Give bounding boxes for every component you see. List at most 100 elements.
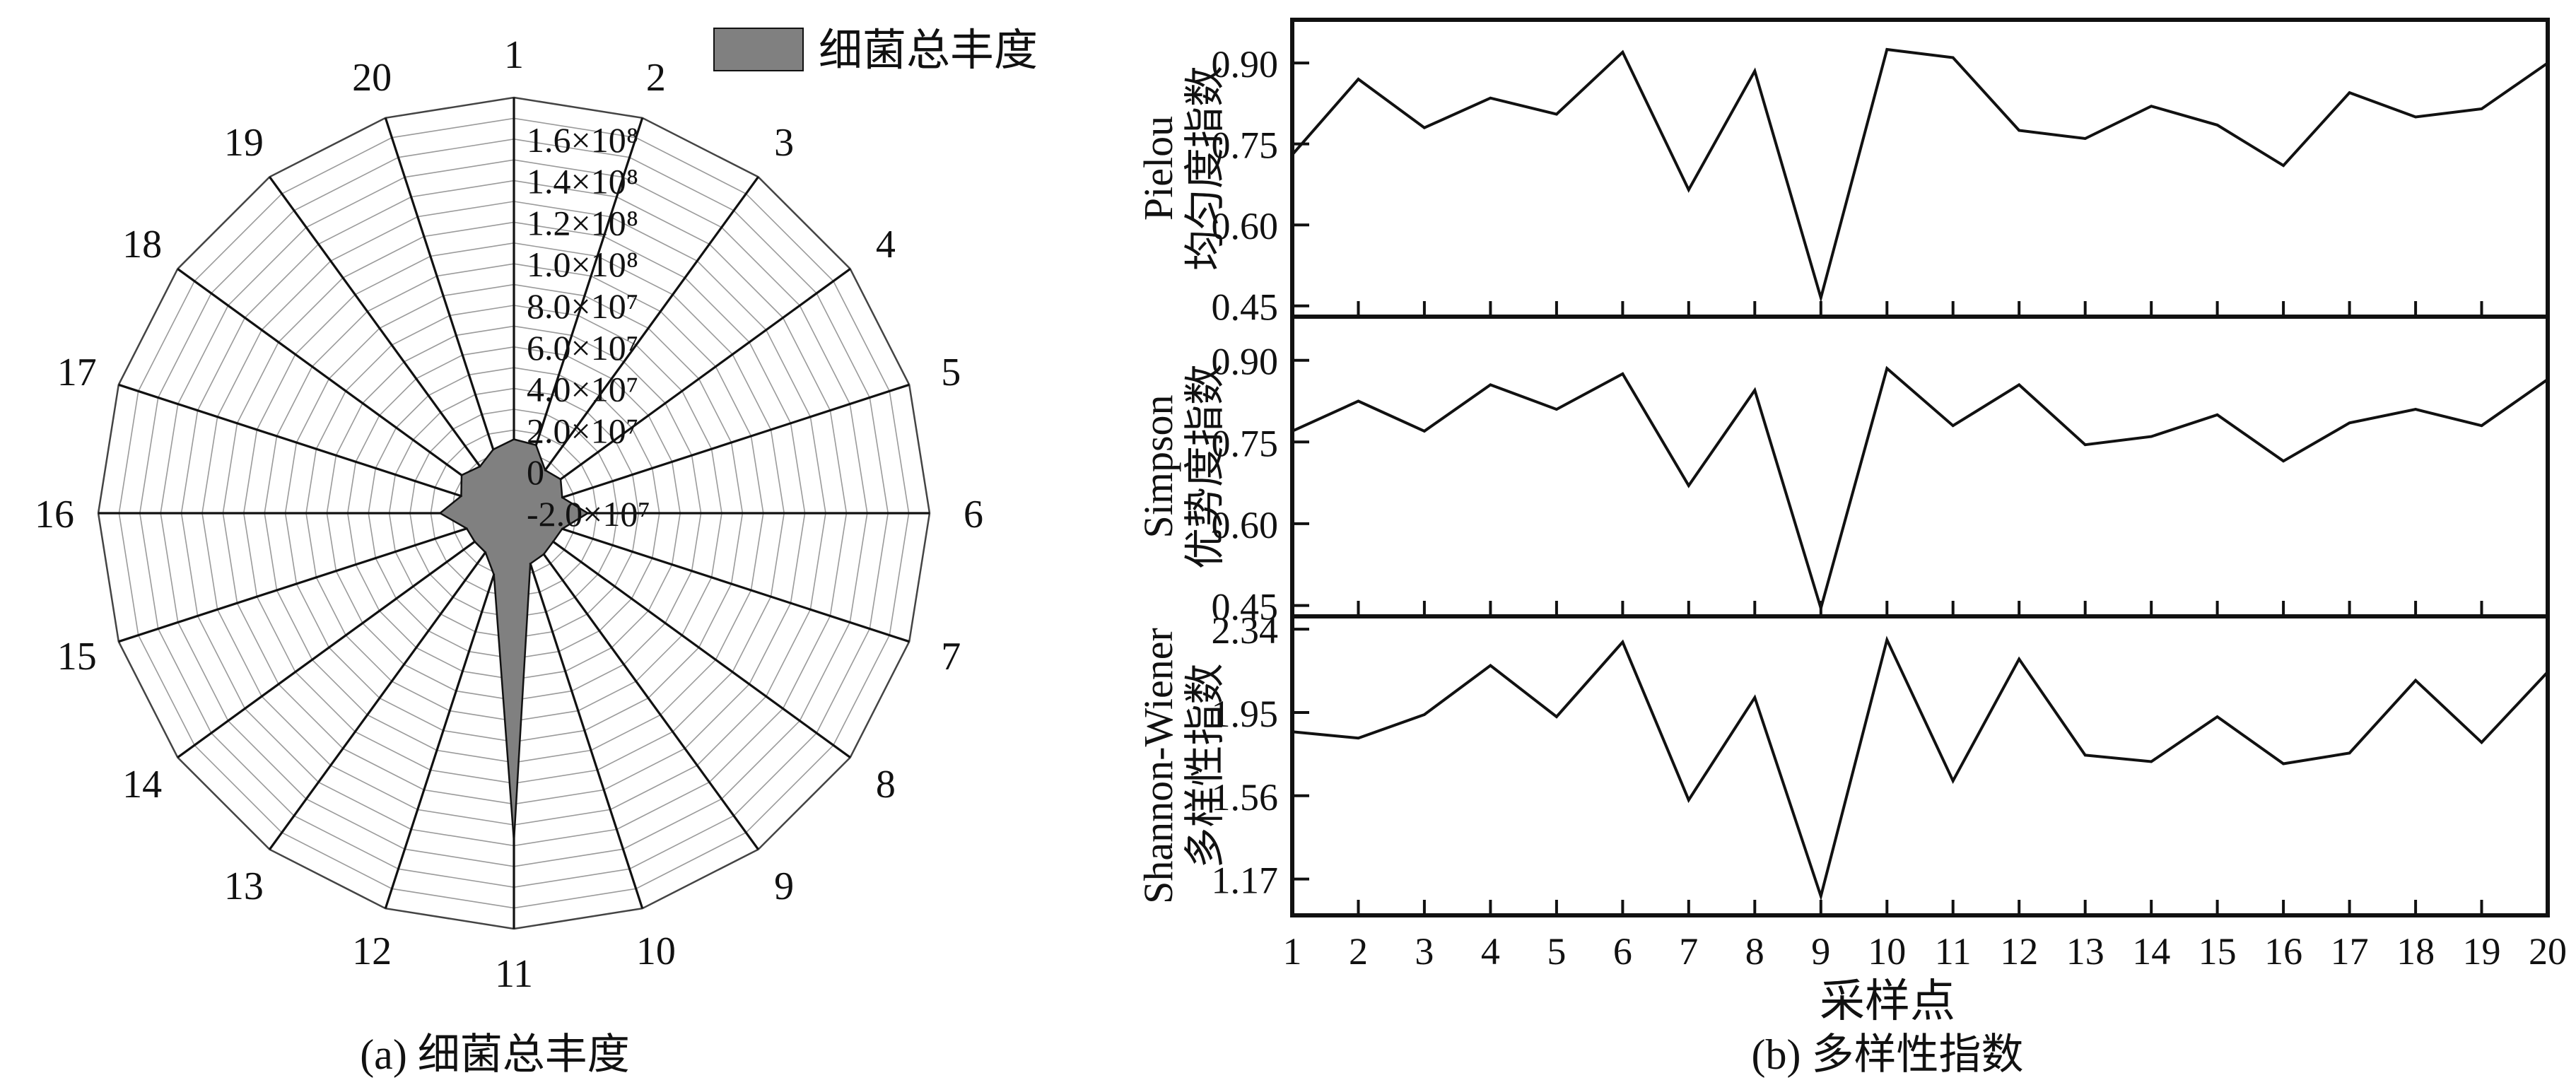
series-point	[2083, 753, 2087, 757]
series-point	[2150, 105, 2153, 107]
radial-tick-label: 1.2×10⁸	[527, 203, 638, 242]
series-point	[1357, 399, 1360, 403]
radial-tick-label: 6.0×10⁷	[527, 328, 638, 368]
radar-point	[459, 495, 462, 498]
x-tick-label: 14	[2132, 930, 2170, 973]
series-point	[2083, 443, 2087, 446]
radar-category-label: 19	[224, 121, 264, 165]
series-point	[2348, 421, 2351, 425]
x-tick-label: 18	[2396, 930, 2435, 973]
line-subplot: 1.17 1.56 1.95 2.34 Shannon-Wiener 多样性指数	[1135, 609, 2550, 917]
series-point	[2546, 377, 2549, 381]
radar-point	[513, 438, 515, 440]
radar-chart: -2.0×10⁷02.0×10⁷4.0×10⁷6.0×10⁷8.0×10⁷1.0…	[35, 27, 1038, 1078]
x-tick-label: 20	[2529, 930, 2567, 973]
radar-category-label: 2	[646, 56, 666, 100]
radar-point	[529, 563, 532, 565]
radar-point	[474, 540, 476, 543]
radar-point	[587, 512, 589, 515]
series-point	[2018, 657, 2020, 661]
series-point	[2348, 91, 2351, 94]
radar-category-label: 16	[35, 493, 74, 536]
radar-point	[465, 527, 468, 530]
radial-tick-label: 8.0×10⁷	[527, 286, 638, 326]
radar-spoke	[384, 117, 515, 514]
radar-spoke	[269, 512, 515, 850]
radar-point	[534, 444, 537, 447]
series-point	[1753, 69, 1757, 73]
y-axis-label: 优势度指数	[1182, 364, 1228, 569]
series-point	[1621, 640, 1624, 644]
x-tick-label: 5	[1547, 930, 1566, 973]
y-tick-label: 0.60	[1212, 205, 1279, 247]
x-axis-label: 采样点	[1820, 976, 1955, 1026]
legend-swatch	[713, 28, 804, 71]
series-point	[1555, 408, 1558, 411]
series-point	[1820, 606, 1822, 610]
radar-category-label: 7	[941, 635, 961, 679]
y-tick-label: 0.75	[1212, 422, 1279, 464]
x-tick-label: 19	[2463, 930, 2501, 973]
radial-tick-label: -2.0×10⁷	[527, 494, 650, 534]
series-point	[1291, 730, 1294, 733]
radar-point	[460, 474, 463, 476]
radar-category-label: 18	[122, 223, 162, 266]
series-point	[2215, 124, 2219, 127]
series-point	[2282, 459, 2285, 463]
line-subplot: 0.45 0.60 0.75 0.90 Simpson 优势度指数	[1135, 315, 2550, 628]
series-point	[1951, 779, 1955, 782]
radar-legend: 细菌总丰度	[713, 27, 1038, 75]
y-tick-label: 0.60	[1212, 504, 1279, 546]
radar-category-label: 14	[122, 763, 162, 807]
series-line	[1292, 635, 2549, 901]
radar-spoke	[118, 512, 515, 643]
series-point	[1753, 696, 1757, 699]
series-point	[2215, 715, 2219, 718]
x-tick-label: 15	[2199, 930, 2237, 973]
series-point	[1291, 430, 1294, 433]
radar-point	[439, 512, 441, 515]
radar-spoke	[513, 512, 910, 643]
radar-point	[484, 551, 487, 553]
radar-category-label: 8	[876, 763, 896, 807]
radar-spoke	[177, 268, 515, 515]
y-tick-label: 0.90	[1212, 43, 1279, 86]
series-point	[2018, 383, 2020, 387]
radar-category-label: 6	[964, 493, 983, 536]
y-axis-label: 均匀度指数	[1182, 66, 1228, 271]
series-point	[2480, 741, 2483, 744]
series-point	[1489, 96, 1492, 100]
series-point	[1753, 389, 1757, 392]
radar-category-label: 12	[352, 929, 392, 973]
radar-category-label: 13	[224, 864, 264, 908]
caption-b: (b) 多样性指数	[1752, 1031, 2024, 1078]
radar-category-label: 4	[876, 223, 896, 266]
radar-point	[544, 469, 546, 471]
y-tick-label: 0.90	[1212, 341, 1279, 383]
radial-tick-label: 2.0×10⁷	[527, 411, 638, 450]
x-tick-label: 9	[1811, 930, 1830, 973]
series-point	[1357, 78, 1360, 81]
radar-spoke	[269, 176, 515, 514]
series-point	[1951, 56, 1955, 59]
series-point	[1687, 484, 1690, 487]
y-tick-label: 1.56	[1212, 776, 1279, 819]
radar-point	[552, 540, 554, 543]
series-point	[1820, 895, 1822, 898]
series-point	[2348, 751, 2351, 755]
x-tick-label: 3	[1415, 930, 1434, 973]
radar-category-label: 11	[495, 952, 533, 996]
series-point	[2215, 414, 2219, 416]
series-line	[1292, 365, 2549, 614]
series-point	[1687, 188, 1690, 192]
x-tick-label: 13	[2066, 930, 2104, 973]
series-point	[2414, 679, 2417, 682]
series-point	[1885, 638, 1889, 641]
x-tick-label: 17	[2331, 930, 2369, 973]
radar-category-label: 5	[941, 351, 961, 394]
